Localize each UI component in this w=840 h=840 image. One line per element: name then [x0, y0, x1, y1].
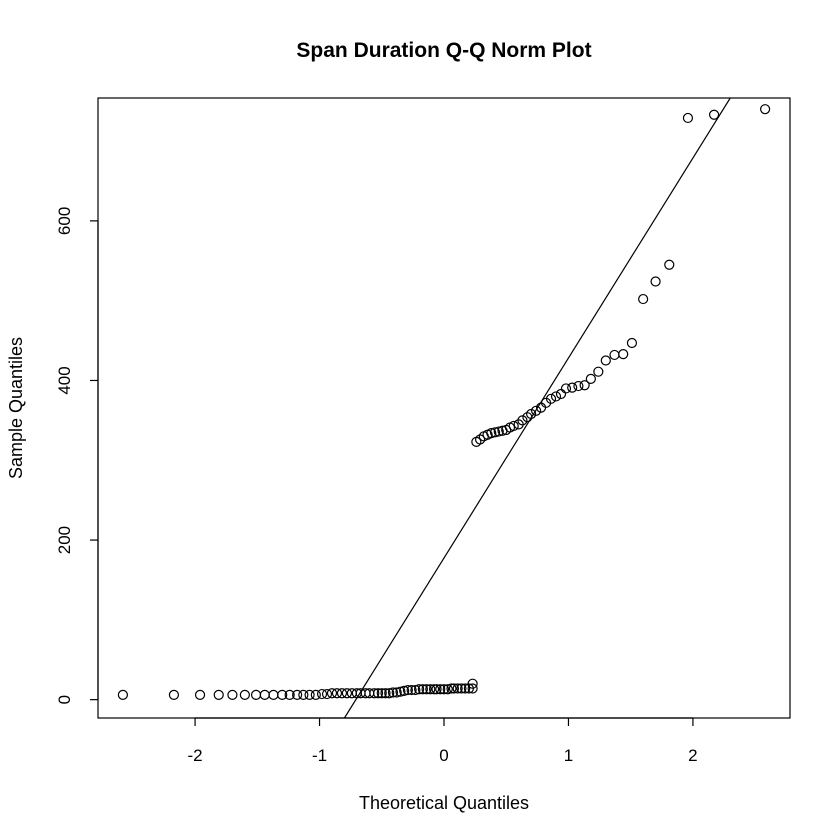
data-point — [467, 678, 478, 689]
data-point — [486, 428, 497, 439]
y-tick-label: 200 — [55, 526, 74, 554]
x-tick-label: 2 — [688, 746, 697, 765]
data-point — [395, 686, 406, 697]
chart-title: Span Duration Q-Q Norm Plot — [296, 39, 591, 62]
data-point — [414, 684, 425, 695]
data-point — [292, 689, 303, 700]
x-axis-label: Theoretical Quantiles — [359, 793, 529, 813]
data-point — [638, 293, 649, 305]
data-point — [194, 689, 206, 700]
data-point — [567, 382, 578, 393]
x-axis: -2 -1 0 1 2 — [188, 717, 698, 765]
data-point — [310, 689, 321, 700]
data-point — [259, 689, 270, 700]
data-point — [526, 408, 537, 420]
data-point — [239, 689, 250, 700]
data-point — [550, 391, 562, 402]
data-point — [573, 380, 584, 392]
data-point — [664, 259, 675, 270]
data-point — [402, 684, 414, 696]
data-point — [493, 426, 504, 437]
data-point — [341, 688, 353, 699]
data-point — [442, 684, 453, 695]
data-point — [474, 434, 486, 445]
data-point — [321, 688, 333, 700]
data-point — [460, 683, 471, 694]
data-point — [448, 683, 460, 694]
qq-reference-line — [343, 97, 731, 719]
data-point — [387, 687, 399, 698]
data-point — [331, 688, 343, 699]
data-point — [708, 109, 720, 120]
data-point — [369, 688, 380, 699]
y-axis-label: Sample Quantiles — [6, 337, 26, 479]
data-point — [522, 412, 533, 423]
x-tick-label: 1 — [564, 746, 573, 765]
data-point — [446, 683, 457, 694]
data-point — [316, 688, 328, 700]
y-axis: 0 200 400 600 — [55, 207, 99, 704]
reference-line-group — [343, 97, 731, 719]
data-point — [593, 366, 604, 377]
data-point — [467, 683, 478, 694]
data-point — [618, 349, 629, 360]
data-point — [284, 689, 295, 700]
data-point — [376, 688, 387, 699]
y-tick-label: 0 — [55, 695, 74, 704]
data-point — [431, 684, 442, 695]
data-point — [435, 684, 446, 695]
data-point — [421, 684, 432, 695]
data-point — [326, 688, 338, 699]
data-point — [117, 689, 128, 700]
data-point — [682, 112, 694, 124]
data-point — [585, 373, 596, 384]
data-point — [380, 688, 391, 699]
data-point — [428, 684, 440, 695]
data-point — [438, 684, 450, 695]
data-point — [399, 685, 410, 696]
x-tick-label: -1 — [312, 746, 327, 765]
x-tick-label: -2 — [188, 746, 203, 765]
data-point — [760, 104, 771, 115]
data-point — [391, 687, 402, 698]
x-tick-label: 0 — [439, 746, 448, 765]
data-point — [579, 380, 590, 391]
data-point — [410, 684, 421, 696]
data-point — [406, 684, 417, 696]
data-point — [213, 689, 224, 700]
data-point — [277, 689, 288, 700]
data-point — [268, 689, 279, 700]
data-point — [545, 393, 557, 404]
data-point — [298, 689, 309, 700]
data-point — [489, 427, 501, 438]
data-point — [508, 420, 519, 432]
data-point — [650, 276, 661, 287]
data-point — [452, 683, 463, 694]
data-point — [250, 689, 262, 700]
data-point — [600, 355, 611, 366]
data-point — [336, 688, 348, 699]
data-point — [456, 683, 467, 694]
y-tick-label: 400 — [55, 366, 74, 394]
data-point — [304, 689, 315, 700]
data-point — [384, 688, 395, 699]
y-tick-label: 600 — [55, 207, 74, 235]
data-point — [531, 405, 542, 416]
data-point — [626, 337, 638, 349]
data-point — [560, 383, 572, 394]
sample-points — [117, 104, 771, 700]
data-point — [609, 349, 620, 361]
data-point — [517, 415, 528, 426]
data-point — [372, 688, 384, 699]
data-point — [425, 684, 436, 695]
data-point — [417, 684, 428, 695]
plot-frame — [97, 97, 791, 719]
data-point — [227, 689, 238, 700]
data-point — [168, 689, 180, 700]
